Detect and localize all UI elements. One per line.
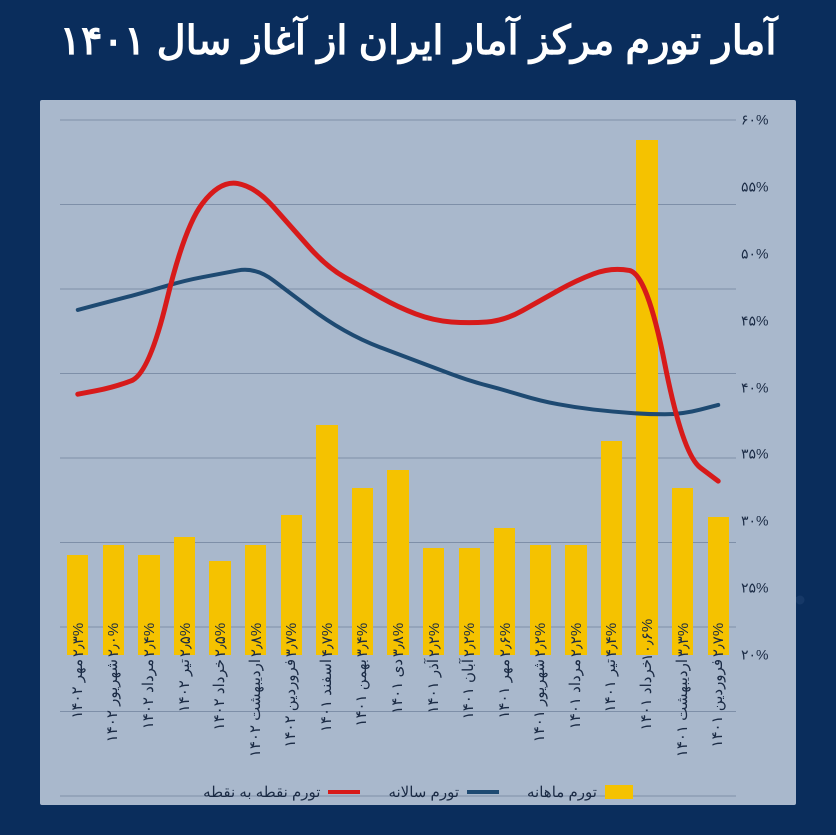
y-tick-label: ۴۵% [741,312,791,329]
chart-title: آمار تورم مرکز آمار ایران از آغاز سال ۱۴… [0,18,836,64]
legend: تورم ماهانه تورم سالانه تورم نقطه به نقطه [40,783,796,801]
x-tick-label: تیر ۱۴۰۱ [602,659,620,712]
legend-item: تورم ماهانه [527,783,633,801]
y-tick-label: ۴۰% [741,379,791,396]
x-tick-label: دی ۱۴۰۱ [389,659,407,714]
plot-area: ۲۰%۲۵%۳۰%۳۵%۴۰%۴۵%۵۰%۵۵%۶۰%۲٫۷%۳٫۳%۱۰٫۶%… [60,120,736,655]
x-tick-label: بهمن ۱۴۰۱ [353,659,371,727]
x-tick-label: اردیبهشت ۱۴۰۱ [674,659,692,757]
x-tick-label: مرداد ۱۴۰۲ [140,659,158,729]
legend-label: تورم سالانه [388,783,459,801]
series-line-point_to_point [78,183,718,481]
x-tick-label: شهریور ۱۴۰۲ [104,659,122,742]
x-tick-label: فروردین ۱۴۰۲ [282,659,300,748]
legend-label: تورم نقطه به نقطه [203,783,320,801]
x-tick-label: اسفند ۱۴۰۱ [318,659,336,732]
y-tick-label: ۵۰% [741,245,791,262]
y-tick-label: ۵۵% [741,178,791,195]
legend-item: تورم سالانه [388,783,499,801]
x-tick-label: اردیبهشت ۱۴۰۲ [247,659,265,757]
x-tick-label: مهر ۱۴۰۱ [496,659,514,719]
x-tick-label: خرداد ۱۴۰۱ [638,659,656,730]
y-tick-label: ۶۰% [741,112,791,129]
legend-item: تورم نقطه به نقطه [203,783,360,801]
x-tick-label: فروردین ۱۴۰۱ [709,659,727,748]
legend-swatch [328,790,360,794]
series-line-annual [78,270,718,414]
y-tick-label: ۲۰% [741,647,791,664]
legend-swatch [467,790,499,794]
x-tick-label: شهریور ۱۴۰۱ [531,659,549,742]
x-tick-label: مرداد ۱۴۰۱ [567,659,585,729]
x-tick-label: مهر ۱۴۰۲ [69,659,87,719]
chart-container: ۲۰%۲۵%۳۰%۳۵%۴۰%۴۵%۵۰%۵۵%۶۰%۲٫۷%۳٫۳%۱۰٫۶%… [40,100,796,805]
y-tick-label: ۲۵% [741,580,791,597]
y-tick-label: ۳۰% [741,513,791,530]
y-tick-label: ۳۵% [741,446,791,463]
legend-swatch [605,785,633,799]
x-tick-label: آبان ۱۴۰۱ [460,659,478,719]
legend-label: تورم ماهانه [527,783,597,801]
x-tick-label: آذر ۱۴۰۱ [425,659,443,714]
line-overlay [60,120,736,655]
x-tick-label: تیر ۱۴۰۲ [176,659,194,712]
x-tick-label: خرداد ۱۴۰۲ [211,659,229,730]
